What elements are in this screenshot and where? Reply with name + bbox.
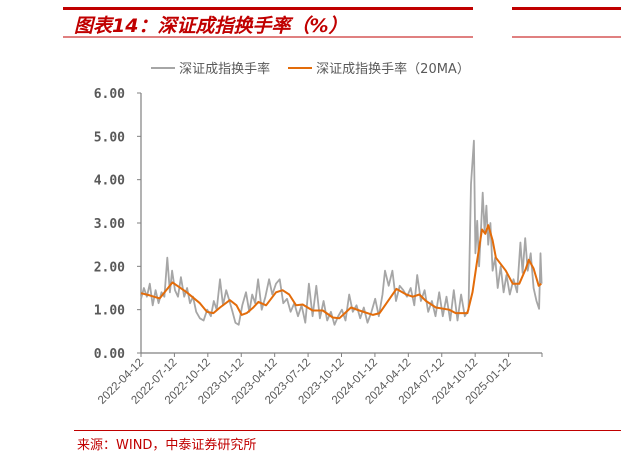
y-tick-label: 4.00 bbox=[94, 174, 125, 189]
y-tick-label: 3.00 bbox=[94, 217, 125, 232]
series-line-raw bbox=[140, 139, 543, 326]
title-top-rule bbox=[63, 7, 473, 10]
y-tick-label: 0.00 bbox=[94, 347, 125, 362]
legend-item-raw: 深证成指换手率 bbox=[151, 58, 270, 77]
turnover-chart: 0.001.002.003.004.005.006.002022-04-1220… bbox=[94, 87, 543, 407]
title-bottom-rule bbox=[63, 36, 473, 38]
source-note: 来源：WIND，中泰证券研究所 bbox=[77, 438, 257, 453]
y-tick-label: 5.00 bbox=[94, 130, 125, 145]
source-rule bbox=[74, 430, 621, 431]
y-tick-label: 6.00 bbox=[94, 87, 125, 102]
legend-label-raw: 深证成指换手率 bbox=[179, 62, 271, 77]
chart-title: 图表14：深证成指换手率（%） bbox=[74, 15, 348, 37]
legend: 深证成指换手率 深证成指换手率（20MA） bbox=[0, 58, 621, 77]
legend-swatch-raw bbox=[151, 66, 176, 69]
y-tick-label: 2.00 bbox=[94, 260, 125, 275]
legend-swatch-ma bbox=[288, 66, 313, 69]
legend-label-ma: 深证成指换手率（20MA） bbox=[316, 62, 470, 77]
y-tick-label: 1.00 bbox=[94, 304, 125, 319]
next-panel-bottom-rule bbox=[512, 36, 621, 38]
legend-item-ma: 深证成指换手率（20MA） bbox=[288, 58, 470, 77]
series-line-ma bbox=[140, 224, 542, 320]
next-panel-top-rule bbox=[512, 7, 621, 10]
